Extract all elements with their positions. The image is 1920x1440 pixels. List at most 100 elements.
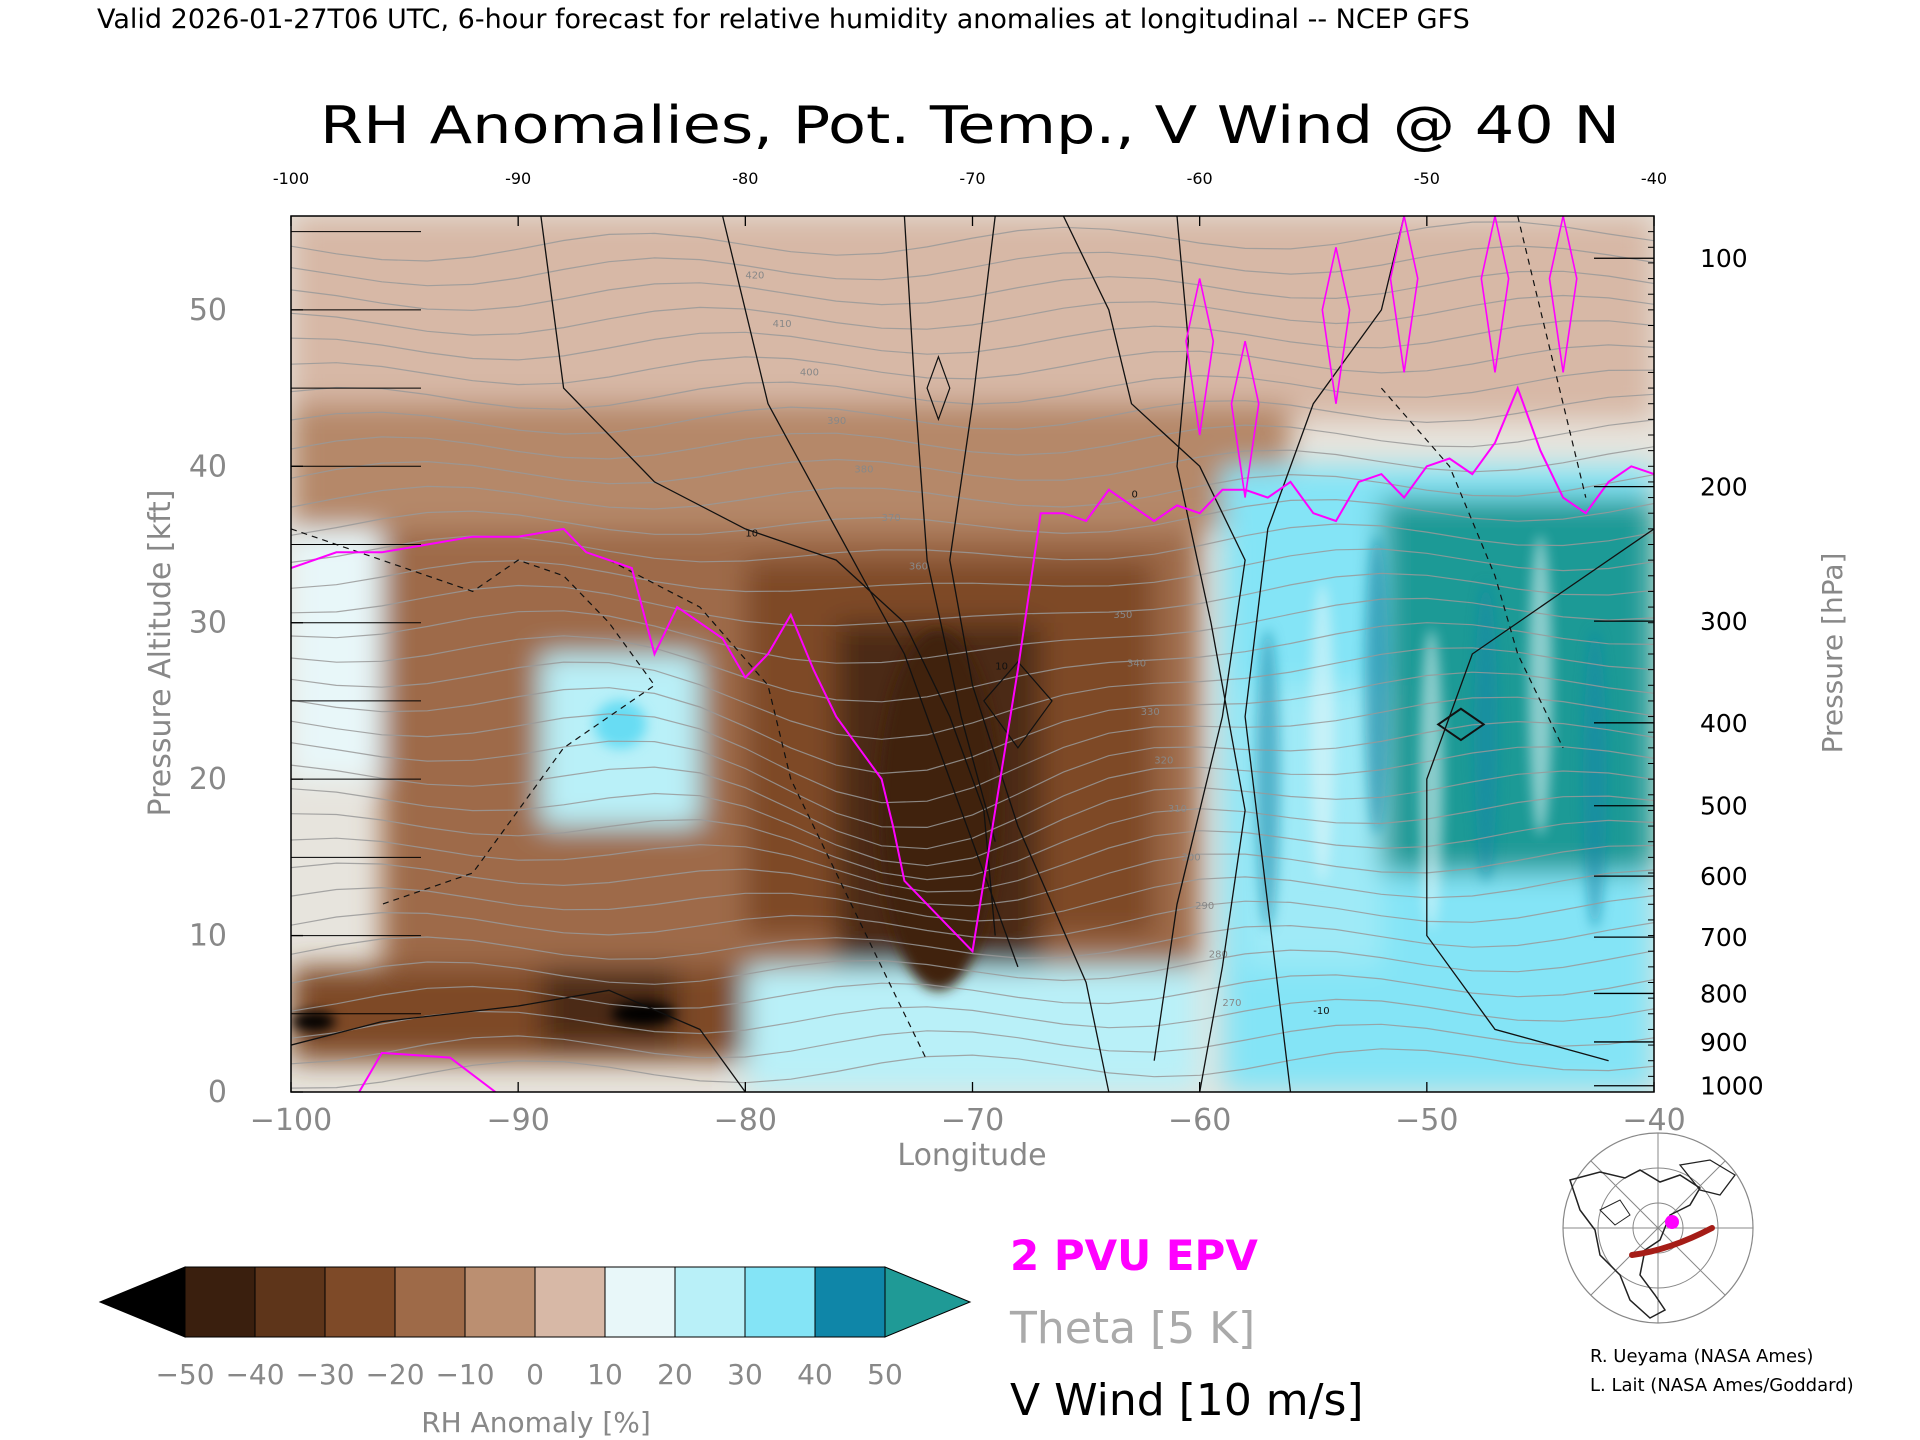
pressure-tick-label: 500 <box>1700 792 1748 821</box>
colorbar-segment <box>394 1266 466 1338</box>
x-tick-label-top: -50 <box>1414 169 1440 188</box>
location-marker <box>1665 1215 1679 1229</box>
theta-contour <box>291 1023 1654 1065</box>
v-wind-contour <box>949 216 1110 1092</box>
theta-contour <box>291 720 1654 829</box>
theta-contour <box>291 446 1654 485</box>
colorbar-segment <box>814 1266 886 1338</box>
pressure-tick-label: 200 <box>1700 473 1748 502</box>
colorbar-tick-label: −20 <box>365 1358 424 1391</box>
plot-area: 420 410 400 390 380 370 360 350 340 330 320 310 300 2… <box>291 216 1654 1092</box>
theta-label: 330 <box>1141 707 1160 718</box>
x-tick-label: −40 <box>1622 1103 1685 1138</box>
theta-contour <box>291 998 1654 1039</box>
colorbar-over-triangle <box>884 1266 972 1338</box>
axes: −100-100−90-90−80-80−70-70−60-60−50-50−4… <box>189 169 1764 1138</box>
theta-contour <box>291 922 1654 960</box>
theta-contour <box>291 498 1654 536</box>
theta-label: 350 <box>1113 610 1132 621</box>
colorbar-segment <box>184 1266 256 1338</box>
theta-label: 340 <box>1127 659 1146 670</box>
pressure-tick-label: 700 <box>1700 923 1748 952</box>
theta-contour <box>291 344 1654 386</box>
y-tick-label: 40 <box>189 449 227 484</box>
x-tick-label-top: -40 <box>1641 169 1667 188</box>
pressure-tick-label: 100 <box>1700 244 1748 273</box>
rh-anomaly-field <box>291 216 1654 1092</box>
credit-line-2: L. Lait (NASA Ames/Goddard) <box>1590 1375 1854 1396</box>
epv-closed-contour <box>1185 278 1215 436</box>
theta-label: 420 <box>745 271 764 282</box>
pressure-tick-label: 600 <box>1700 862 1748 891</box>
v-wind-closed-contour <box>1436 707 1486 742</box>
rh-max-pocket <box>594 700 647 749</box>
v-wind-contour <box>903 216 996 842</box>
colorbar-segment <box>744 1266 816 1338</box>
epv-closed-contour <box>1321 247 1351 404</box>
v-wind-contour-negative <box>1380 387 1564 749</box>
x-tick-label: −80 <box>714 1103 777 1138</box>
theta-label: 410 <box>773 319 792 330</box>
pressure-tick-label: 1000 <box>1700 1072 1764 1101</box>
colorbar-tick-label: 20 <box>657 1358 693 1391</box>
x-tick-label-top: -100 <box>273 169 309 188</box>
epv-closed-contour <box>1480 216 1510 373</box>
colorbar-segment <box>604 1266 676 1338</box>
epv-2pvu-contour <box>291 216 1654 1092</box>
v-wind-contour <box>1426 528 1654 1062</box>
v-wind-label: -10 <box>1313 1006 1329 1017</box>
theta-label: 320 <box>1154 756 1173 767</box>
v-wind-closed-contour <box>926 355 951 422</box>
colorbar-segment <box>534 1266 606 1338</box>
legend-item: 2 PVU EPV <box>1010 1231 1258 1280</box>
colorbar-tick-label: 40 <box>797 1358 833 1391</box>
epv-closed-contour <box>1548 216 1578 373</box>
theta-contour <box>291 647 1654 740</box>
rh-streak <box>1528 535 1553 836</box>
colorbar-tick-label: 30 <box>727 1358 763 1391</box>
y-axis-label-left: Pressure Altitude [kft] <box>143 490 178 817</box>
pressure-tick-label: 300 <box>1700 607 1748 636</box>
y-tick-label: 30 <box>189 606 227 641</box>
theta-contour <box>291 696 1654 804</box>
theta-contour <box>291 221 1654 262</box>
v-wind-label: 10 <box>745 529 758 540</box>
theta-label: 360 <box>909 562 928 573</box>
rh-streak <box>1310 582 1335 883</box>
theta-contour <box>291 270 1654 312</box>
colorbar: −50 −40 −30 −20 −10 0 10 20 30 40 50 <box>98 1266 972 1391</box>
colorbar-segment <box>674 1266 746 1338</box>
chart-title: RH Anomalies, Pot. Temp., V Wind @ 40 N <box>320 96 1620 156</box>
theta-label: 390 <box>827 416 846 427</box>
theta-contour <box>291 572 1654 627</box>
v-wind-contour <box>291 989 746 1092</box>
v-wind-contour <box>1062 216 1246 1061</box>
y-tick-label: 20 <box>189 762 227 797</box>
y-tick-label: 0 <box>208 1075 227 1110</box>
colorbar-tick-label: −10 <box>435 1358 494 1391</box>
epv-line <box>291 385 1654 954</box>
v-wind-contour-negative <box>291 528 656 905</box>
theta-label: 290 <box>1195 901 1214 912</box>
colorbar-tick-label: −50 <box>155 1358 214 1391</box>
rh-core-streak <box>878 630 999 991</box>
colorbar-tick-label: 0 <box>526 1358 544 1391</box>
colorbar-under-triangle <box>98 1266 186 1338</box>
pressure-tick-label: 800 <box>1700 979 1748 1008</box>
v-wind-contour <box>1176 216 1246 1092</box>
x-tick-label: −50 <box>1395 1103 1458 1138</box>
x-axis-label: Longitude <box>897 1138 1046 1173</box>
pressure-tick-label: 900 <box>1700 1028 1748 1057</box>
colorbar-label: RH Anomaly [%] <box>421 1406 651 1439</box>
v-wind-contour-negative <box>608 559 928 1061</box>
theta-contour <box>291 419 1654 460</box>
theta-label: 380 <box>854 465 873 476</box>
credit-line-1: R. Ueyama (NASA Ames) <box>1590 1346 1813 1367</box>
theta-contour <box>291 320 1654 361</box>
theta-contour <box>291 473 1654 510</box>
epv-low-contour <box>358 1051 497 1092</box>
theta-contour <box>291 1048 1654 1089</box>
x-tick-label: −60 <box>1168 1103 1231 1138</box>
legend-item: V Wind [10 m/s] <box>1010 1375 1364 1426</box>
